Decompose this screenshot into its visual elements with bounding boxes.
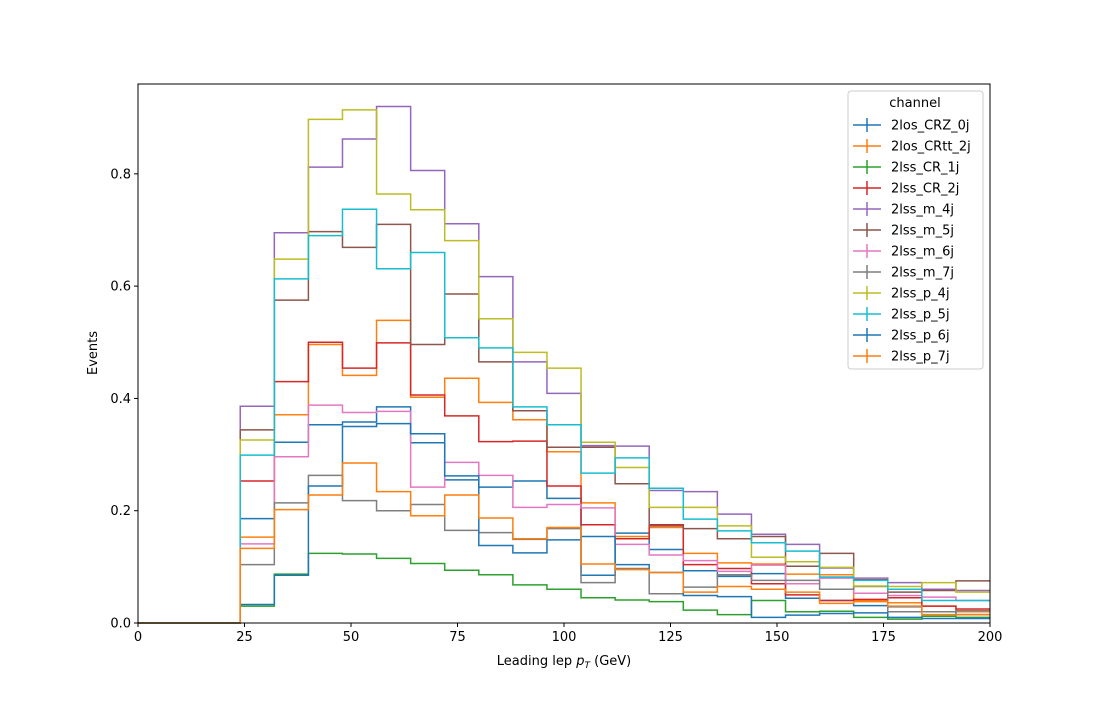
y-axis: 0.0 0.2 0.4 0.6 0.8 xyxy=(110,167,138,632)
series-line-2lss_p_7j xyxy=(138,462,990,624)
legend-item: 2lss_CR_2j xyxy=(853,181,959,197)
x-label-var: p xyxy=(575,654,584,669)
y-tick-label: 0.0 xyxy=(110,617,131,632)
x-tick-label: 150 xyxy=(765,630,790,645)
series-line-2lss_p_4j xyxy=(138,109,990,624)
legend-title: channel xyxy=(889,96,940,111)
legend-label: 2lss_p_6j xyxy=(891,329,950,344)
legend-item: 2lss_m_5j xyxy=(853,223,954,239)
x-axis: 0 25 50 75 100 125 150 175 200 xyxy=(134,623,1003,645)
legend-item: 2lss_m_4j xyxy=(853,202,954,218)
x-label-main: Leading lep xyxy=(497,654,576,669)
legend-label: 2lss_m_4j xyxy=(891,203,954,218)
series-layer xyxy=(138,105,990,624)
x-tick-label: 0 xyxy=(134,630,142,645)
x-axis-label: Leading lep pT (GeV) xyxy=(497,654,631,671)
legend-item: 2lss_p_7j xyxy=(853,349,950,365)
legend-item: 2lss_p_4j xyxy=(853,286,950,302)
legend-label: 2lss_p_5j xyxy=(891,308,950,323)
legend-item: 2los_CRZ_0j xyxy=(853,118,970,134)
legend-label: 2lss_CR_1j xyxy=(891,161,959,176)
legend-label: 2lss_m_5j xyxy=(891,224,954,239)
legend-item: 2lss_p_5j xyxy=(853,307,950,323)
x-label-sub: T xyxy=(584,661,591,671)
x-tick-label: 75 xyxy=(449,630,466,645)
legend-item: 2lss_p_6j xyxy=(853,328,950,344)
legend-label: 2lss_m_7j xyxy=(891,266,954,281)
legend: channel 2los_CRZ_0j 2los_CRtt_2j 2lss_CR_1… xyxy=(847,90,984,370)
x-tick-label: 25 xyxy=(236,630,253,645)
series-line-2lss_m_6j xyxy=(138,404,990,624)
y-tick-label: 0.8 xyxy=(110,167,131,182)
x-tick-label: 200 xyxy=(978,630,1003,645)
y-axis-label: Events xyxy=(86,331,101,375)
legend-label: 2los_CRZ_0j xyxy=(891,119,970,134)
x-tick-label: 125 xyxy=(658,630,683,645)
x-tick-label: 175 xyxy=(871,630,896,645)
legend-item: 2lss_CR_1j xyxy=(853,160,959,176)
y-tick-label: 0.2 xyxy=(110,504,131,519)
legend-item: 2los_CRtt_2j xyxy=(853,139,971,155)
legend-label: 2lss_m_6j xyxy=(891,245,954,260)
x-label-unit: (GeV) xyxy=(590,654,631,669)
legend-item: 2lss_m_6j xyxy=(853,244,954,260)
x-tick-label: 50 xyxy=(343,630,360,645)
legend-box xyxy=(847,90,984,370)
legend-label: 2lss_p_4j xyxy=(891,287,950,302)
series-line-2lss_p_5j xyxy=(138,208,990,624)
y-tick-label: 0.4 xyxy=(110,392,131,407)
legend-label: 2los_CRtt_2j xyxy=(891,140,971,155)
legend-items: 2los_CRZ_0j 2los_CRtt_2j 2lss_CR_1j 2lss_CR… xyxy=(853,118,971,365)
legend-item: 2lss_m_7j xyxy=(853,265,954,281)
y-tick-label: 0.6 xyxy=(110,280,131,295)
legend-label: 2lss_p_7j xyxy=(891,350,950,365)
legend-label: 2lss_CR_2j xyxy=(891,182,959,197)
x-tick-label: 100 xyxy=(552,630,577,645)
